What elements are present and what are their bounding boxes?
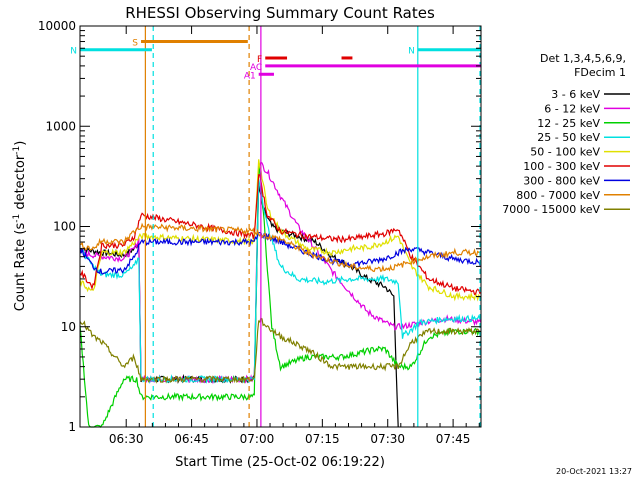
series-line-3 — [79, 162, 482, 429]
series-line-7 — [79, 231, 482, 275]
chart-title: RHESSI Observing Summary Count Rates — [125, 4, 435, 22]
legend-label-6: 100 - 300 keV — [523, 160, 600, 173]
legend-label-1: 3 - 6 keV — [551, 88, 600, 101]
x-axis-label: Start Time (25-Oct-02 06:19:22) — [175, 455, 385, 470]
x-tick-label-4: 07:15 — [305, 432, 340, 446]
legend-label-2: 6 - 12 keV — [544, 102, 600, 115]
y-tick-label-1: 1 — [68, 420, 76, 434]
series-line-8 — [79, 222, 482, 273]
series-line-6 — [79, 174, 482, 296]
legend-label-9: 7000 - 15000 keV — [502, 203, 600, 216]
y-tick-label-4: 1000 — [45, 119, 76, 133]
legend-label-4: 25 - 50 keV — [537, 131, 600, 144]
x-tick-label-2: 06:45 — [174, 432, 209, 446]
x-axis-ticks: 06:30 06:45 07:00 07:15 07:30 07:45 — [109, 26, 480, 446]
x-tick-label-3: 07:00 — [240, 432, 275, 446]
y-tick-label-3: 100 — [53, 220, 76, 234]
y-tick-label-2: 10 — [61, 320, 76, 334]
flag-label-7: A1 — [244, 71, 256, 81]
legend-label-7: 300 - 800 keV — [523, 174, 600, 187]
flag-label-6: AC — [250, 63, 262, 73]
legend-label-5: 50 - 100 keV — [530, 146, 600, 159]
y-tick-label-5: 10000 — [38, 19, 76, 33]
series-line-4 — [79, 178, 481, 384]
legend-header-2: FDecim 1 — [574, 66, 626, 79]
legend-label-8: 800 - 7000 keV — [516, 189, 600, 202]
footer-date: 20-Oct-2021 13:27 — [556, 467, 632, 476]
flag-label-1: S — [132, 39, 138, 49]
flag-label-3: N — [408, 47, 415, 57]
series-line-9 — [79, 317, 482, 384]
series-line-2 — [79, 161, 482, 385]
flag-label-2: N — [70, 47, 77, 57]
x-tick-label-5: 07:30 — [370, 432, 405, 446]
flag-label-4: F — [257, 55, 262, 65]
series-line-5 — [79, 159, 482, 302]
x-tick-label-6: 07:45 — [436, 432, 471, 446]
y-axis-label: Count Rate (s-1 detector-1) — [12, 141, 28, 312]
legend-label-3: 12 - 25 keV — [537, 117, 600, 130]
y-axis-ticks: 1 10 100 1000 10000 — [38, 19, 481, 434]
legend-header-1: Det 1,3,4,5,6,9, — [540, 52, 626, 65]
x-tick-label-1: 06:30 — [109, 432, 144, 446]
